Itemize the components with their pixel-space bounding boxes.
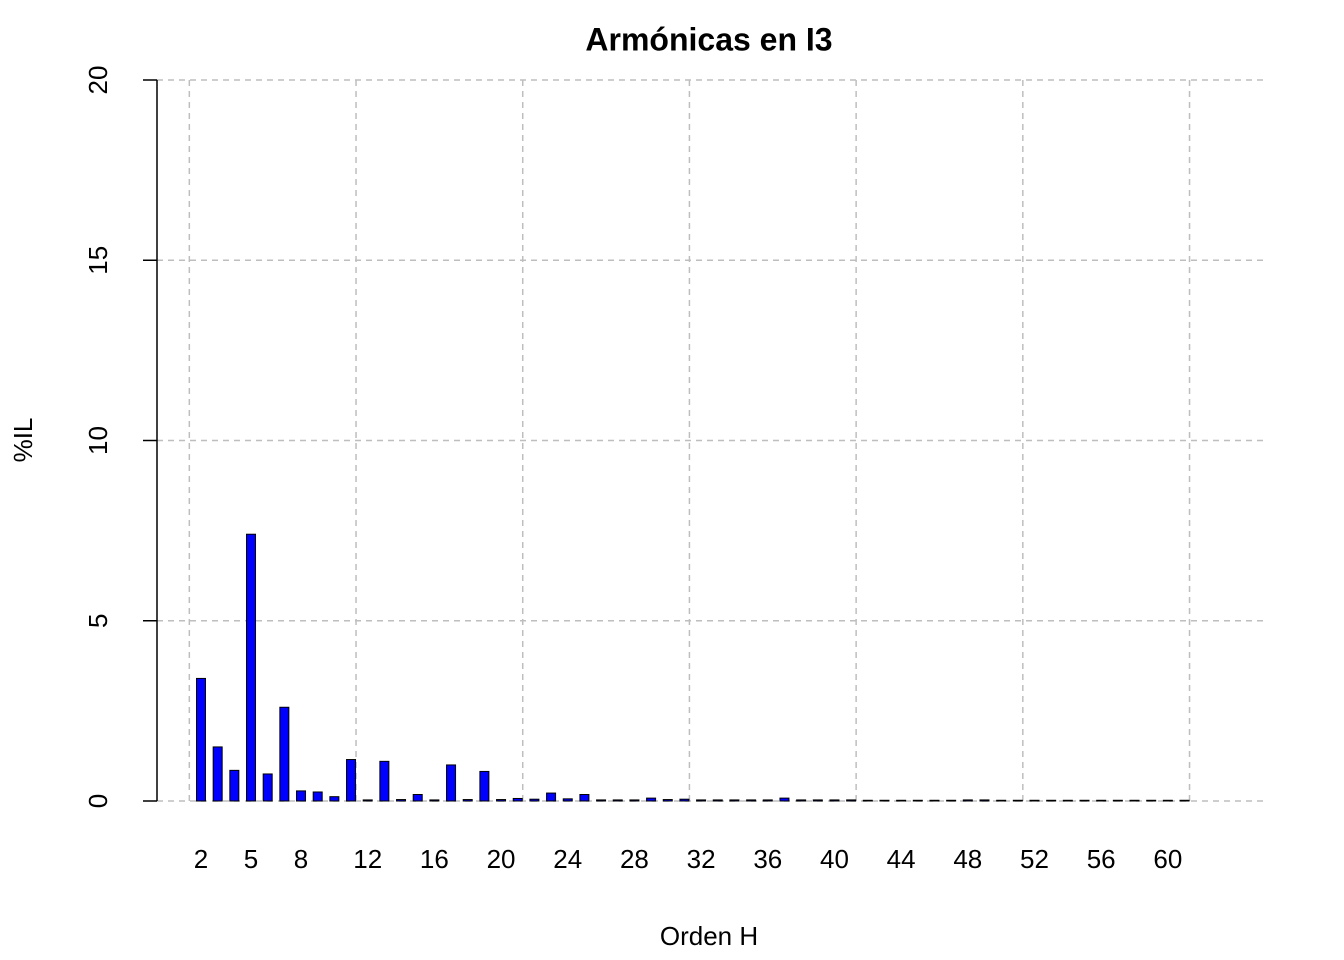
bar	[1162, 799, 1173, 802]
bar	[779, 797, 790, 802]
bar	[929, 799, 940, 802]
y-tick-label: 0	[83, 794, 113, 808]
bar	[329, 796, 340, 802]
bar	[1029, 799, 1040, 802]
x-tick-label: 52	[1020, 844, 1049, 874]
bar	[212, 746, 223, 802]
bar	[429, 799, 440, 802]
bar	[629, 799, 640, 802]
bar	[196, 677, 206, 802]
bar	[412, 794, 423, 802]
x-tick-label: 56	[1087, 844, 1116, 874]
bar	[796, 799, 807, 802]
bar	[962, 799, 973, 802]
x-tick-label: 32	[687, 844, 716, 874]
bar	[1129, 799, 1140, 802]
bar	[1012, 799, 1023, 802]
x-tick-label: 5	[244, 844, 258, 874]
bar	[679, 798, 690, 802]
bar	[279, 706, 290, 802]
x-tick-label: 20	[487, 844, 516, 874]
x-tick-label: 28	[620, 844, 649, 874]
bar	[729, 799, 740, 802]
bar	[579, 794, 590, 802]
bar	[229, 769, 240, 802]
bar	[646, 797, 657, 802]
bar	[946, 799, 957, 802]
bar	[446, 764, 457, 802]
x-axis-label: Orden H	[660, 921, 758, 951]
bar	[979, 799, 990, 802]
x-tick-label: 8	[294, 844, 308, 874]
bar	[696, 799, 707, 802]
bar	[262, 773, 273, 802]
bar	[529, 798, 540, 802]
x-tick-label: 40	[820, 844, 849, 874]
bar	[562, 798, 573, 802]
bar	[762, 799, 773, 802]
bar	[746, 799, 757, 802]
x-tick-label: 16	[420, 844, 449, 874]
y-tick-label: 20	[83, 66, 113, 95]
bar	[546, 792, 557, 802]
bar	[829, 799, 840, 802]
x-tick-label: 36	[753, 844, 782, 874]
bar	[862, 799, 873, 802]
bar	[996, 799, 1007, 802]
bar	[462, 799, 473, 802]
bar	[312, 791, 323, 802]
bar	[912, 799, 923, 802]
bar	[846, 799, 857, 802]
y-tick-label: 15	[83, 246, 113, 275]
x-tick-label: 60	[1153, 844, 1182, 874]
bar	[479, 770, 490, 802]
x-tick-label: 2	[194, 844, 208, 874]
bar	[1146, 799, 1157, 802]
bar	[879, 799, 890, 802]
bar	[712, 799, 723, 802]
bar	[1096, 799, 1107, 802]
bar	[512, 797, 523, 802]
y-axis-label: %IL	[8, 418, 38, 463]
bar	[812, 799, 823, 802]
x-tick-label: 12	[353, 844, 382, 874]
y-tick-label: 5	[83, 614, 113, 628]
bar	[612, 799, 623, 802]
x-tick-label: 44	[887, 844, 916, 874]
chart-title: Armónicas en I3	[585, 21, 832, 57]
bar	[496, 799, 507, 802]
bar	[1079, 799, 1090, 802]
x-tick-label: 48	[953, 844, 982, 874]
bar	[662, 799, 673, 802]
bar	[362, 799, 373, 802]
x-tick-label: 24	[553, 844, 582, 874]
bar	[596, 799, 607, 802]
bar	[1046, 799, 1057, 802]
bar	[1062, 799, 1073, 802]
y-tick-label: 10	[83, 426, 113, 455]
bar	[296, 790, 307, 802]
bar	[396, 799, 407, 802]
bar	[896, 799, 907, 802]
bar	[346, 759, 357, 802]
bar	[379, 760, 390, 802]
bar	[1179, 799, 1190, 802]
bar	[1112, 799, 1123, 802]
bar	[246, 533, 257, 802]
